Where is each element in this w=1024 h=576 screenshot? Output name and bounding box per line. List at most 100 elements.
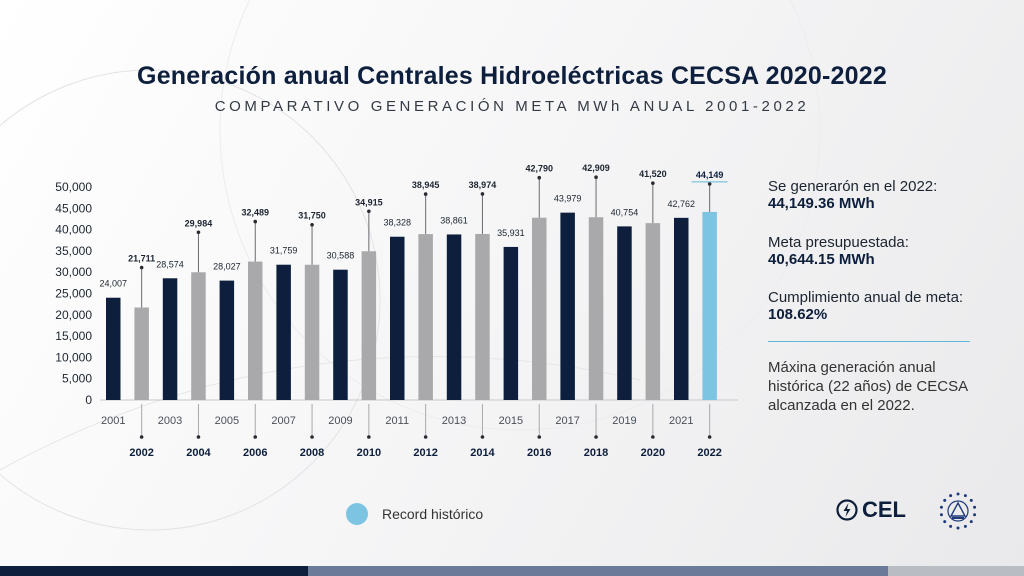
bar-2021 bbox=[674, 217, 689, 400]
x-tick-label-2019: 2019 bbox=[612, 415, 636, 427]
cumplimiento-value: 108.62% bbox=[768, 306, 828, 323]
bar-2018 bbox=[588, 217, 604, 400]
data-label-2017: 43,979 bbox=[554, 194, 582, 204]
bar-2016 bbox=[532, 217, 547, 400]
x-tick-dot bbox=[480, 435, 485, 439]
x-tick-label-2016: 2016 bbox=[527, 447, 551, 459]
x-tick-label-2012: 2012 bbox=[413, 447, 437, 459]
seal-star bbox=[969, 520, 973, 524]
data-label-2010: 34,915 bbox=[355, 197, 383, 207]
bar-2022 bbox=[702, 211, 717, 400]
data-label-2004: 29,984 bbox=[185, 218, 213, 228]
data-label-2003: 28,574 bbox=[156, 259, 184, 269]
data-label-2012: 38,945 bbox=[412, 180, 440, 190]
bar-2014 bbox=[475, 233, 490, 400]
value-leader-dot bbox=[139, 265, 144, 270]
x-tick-label-2001: 2001 bbox=[101, 415, 125, 427]
bar-2010 bbox=[361, 251, 377, 400]
bottom-bar-segment-dark bbox=[0, 566, 308, 576]
x-tick-label-2010: 2010 bbox=[357, 447, 381, 459]
x-tick-dot bbox=[196, 435, 201, 439]
seal-star bbox=[973, 513, 977, 517]
bar-2013 bbox=[446, 234, 462, 400]
x-tick-label-2008: 2008 bbox=[300, 447, 324, 459]
value-leader-dot bbox=[196, 230, 201, 235]
seal-star bbox=[939, 505, 943, 509]
value-leader-dot bbox=[651, 181, 655, 185]
bar-2020 bbox=[645, 223, 661, 400]
meta-block: Meta presupuestada: 40,644.15 MWh bbox=[768, 234, 988, 268]
data-label-2007: 31,759 bbox=[270, 246, 298, 256]
data-label-2011: 38,328 bbox=[383, 218, 411, 228]
data-label-2001: 24,007 bbox=[99, 279, 127, 289]
data-label-2016: 42,790 bbox=[525, 164, 553, 174]
y-tick-label: 0 bbox=[85, 393, 92, 407]
x-tick-label-2002: 2002 bbox=[129, 447, 153, 459]
bar-2004 bbox=[191, 272, 206, 400]
seal-star bbox=[973, 505, 977, 509]
x-tick-dot bbox=[651, 435, 655, 439]
data-label-2021: 42,762 bbox=[667, 199, 695, 209]
data-label-2019: 40,754 bbox=[611, 207, 639, 217]
x-tick-label-2013: 2013 bbox=[442, 415, 466, 427]
data-label-2005: 28,027 bbox=[213, 262, 241, 272]
data-label-2022: 44,149 bbox=[696, 170, 724, 180]
bottom-color-bar bbox=[0, 566, 1024, 576]
bar-2009 bbox=[333, 269, 348, 400]
chart-legend: Record histórico bbox=[346, 503, 483, 525]
y-tick-label: 35,000 bbox=[55, 244, 92, 258]
value-leader-dot bbox=[253, 219, 258, 224]
bar-2019 bbox=[617, 226, 632, 400]
x-tick-label-2003: 2003 bbox=[158, 415, 182, 427]
generation-block: Se generarón en el 2022: 44,149.36 MWh bbox=[768, 178, 988, 212]
cel-logo-text: CEL bbox=[862, 497, 906, 522]
page-title: Generación anual Centrales Hidroeléctric… bbox=[137, 62, 887, 90]
bar-2015 bbox=[503, 246, 519, 400]
y-tick-label: 10,000 bbox=[55, 350, 92, 364]
legend-record-label: Record histórico bbox=[382, 506, 484, 522]
x-tick-dot bbox=[594, 435, 598, 439]
panel-divider bbox=[768, 341, 970, 342]
legend-record-swatch bbox=[346, 503, 368, 525]
bar-2011 bbox=[390, 236, 405, 400]
data-label-2020: 41,520 bbox=[639, 169, 667, 179]
x-tick-label-2021: 2021 bbox=[669, 415, 693, 427]
bar-2008 bbox=[304, 264, 320, 400]
seal-star bbox=[949, 494, 953, 498]
seal-star bbox=[969, 498, 973, 502]
value-leader-dot bbox=[537, 175, 542, 180]
lightning-bolt-icon bbox=[836, 499, 858, 521]
y-tick-label: 30,000 bbox=[55, 265, 92, 279]
cumplimiento-block: Cumplimiento anual de meta: 108.62% bbox=[768, 289, 988, 323]
record-note: Máxina generación anual histórica (22 añ… bbox=[768, 359, 968, 414]
x-tick-label-2009: 2009 bbox=[328, 415, 352, 427]
x-tick-dot bbox=[423, 435, 428, 439]
x-tick-label-2011: 2011 bbox=[385, 415, 409, 427]
bar-2005 bbox=[219, 280, 235, 400]
x-tick-dot bbox=[537, 435, 542, 439]
seal-star bbox=[943, 498, 947, 502]
el-salvador-seal-icon bbox=[939, 492, 977, 530]
value-leader-dot bbox=[423, 192, 428, 196]
seal-star bbox=[949, 524, 953, 528]
x-tick-label-2020: 2020 bbox=[641, 447, 665, 459]
y-tick-label: 50,000 bbox=[55, 180, 92, 194]
generation-value: 44,149.36 MWh bbox=[768, 195, 875, 212]
y-tick-label: 20,000 bbox=[55, 308, 92, 322]
data-label-2013: 38,861 bbox=[440, 215, 468, 225]
x-tick-label-2014: 2014 bbox=[470, 447, 495, 459]
bar-2007 bbox=[276, 264, 291, 400]
x-tick-label-2018: 2018 bbox=[584, 447, 608, 459]
data-label-2006: 32,489 bbox=[241, 208, 269, 218]
y-tick-label: 45,000 bbox=[55, 201, 92, 215]
x-tick-label-2007: 2007 bbox=[271, 415, 295, 427]
bottom-bar-segment-light bbox=[888, 566, 1024, 576]
bar-2001 bbox=[106, 297, 121, 400]
value-leader-dot bbox=[310, 222, 314, 227]
y-tick-label: 15,000 bbox=[55, 329, 92, 343]
cumplimiento-label: Cumplimiento anual de meta: bbox=[768, 289, 964, 306]
x-tick-dot bbox=[707, 435, 712, 439]
data-label-2008: 31,750 bbox=[298, 211, 326, 221]
value-leader-dot bbox=[480, 192, 485, 196]
data-label-2009: 30,588 bbox=[327, 251, 355, 261]
